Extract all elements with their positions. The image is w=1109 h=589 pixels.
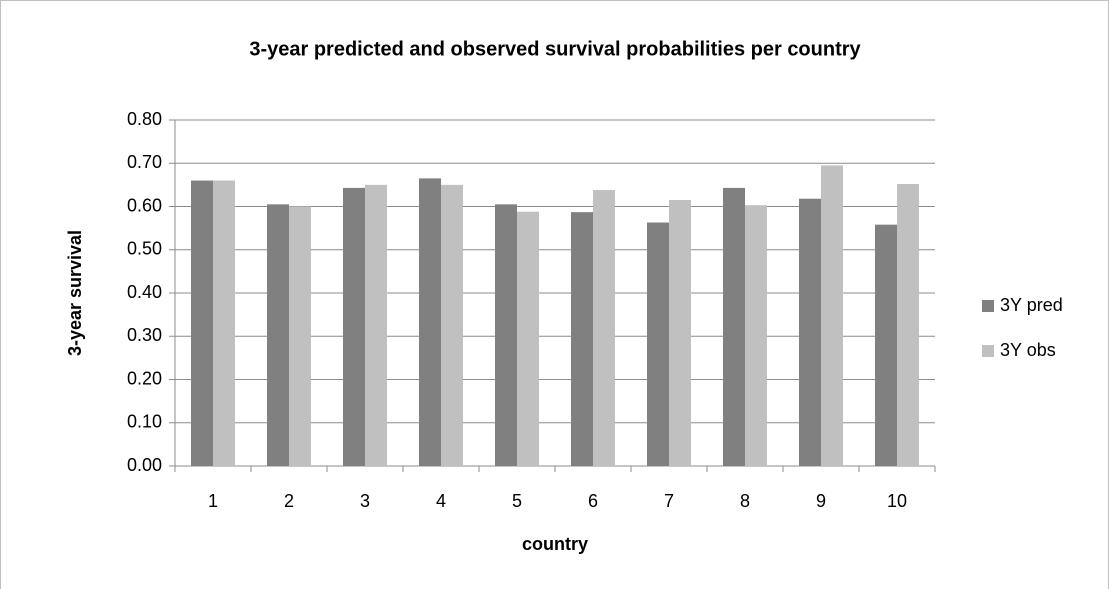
x-tick-label: 10 — [887, 491, 907, 511]
bar — [593, 190, 615, 466]
bar — [875, 224, 897, 466]
x-tick-label: 7 — [664, 491, 674, 511]
bar — [669, 200, 691, 466]
y-tick-label: 0.70 — [127, 152, 162, 172]
y-tick-label: 0.60 — [127, 195, 162, 215]
bar — [745, 205, 767, 466]
bar — [647, 222, 669, 466]
bar — [343, 187, 365, 466]
bar — [571, 212, 593, 466]
y-tick-label: 0.20 — [127, 368, 162, 388]
y-tick-label: 0.50 — [127, 239, 162, 259]
bar — [267, 204, 289, 466]
bar — [495, 204, 517, 466]
y-axis-title: 3-year survival — [65, 230, 85, 356]
y-tick-label: 0.40 — [127, 282, 162, 302]
y-tick-label: 0.80 — [127, 109, 162, 129]
x-tick-label: 4 — [436, 491, 446, 511]
bar — [723, 187, 745, 466]
y-tick-label: 0.30 — [127, 325, 162, 345]
x-tick-label: 8 — [740, 491, 750, 511]
x-tick-label: 6 — [588, 491, 598, 511]
bar — [191, 180, 213, 467]
bar — [365, 184, 387, 466]
x-tick-label: 3 — [360, 491, 370, 511]
y-tick-label: 0.00 — [127, 455, 162, 475]
legend-swatch — [982, 300, 994, 312]
x-tick-label: 9 — [816, 491, 826, 511]
bar — [441, 184, 463, 466]
chart-title: 3-year predicted and observed survival p… — [249, 38, 861, 60]
x-tick-label: 5 — [512, 491, 522, 511]
y-tick-label: 0.10 — [127, 412, 162, 432]
legend-label: 3Y pred — [1000, 295, 1063, 315]
x-tick-label: 1 — [208, 491, 218, 511]
bar — [419, 178, 441, 466]
bar — [289, 206, 311, 466]
bar — [213, 180, 235, 467]
legend-swatch — [982, 345, 994, 357]
x-axis-title: country — [522, 534, 588, 554]
bar — [821, 165, 843, 466]
x-tick-label: 2 — [284, 491, 294, 511]
bar — [897, 184, 919, 466]
legend-label: 3Y obs — [1000, 340, 1056, 360]
bar — [517, 211, 539, 466]
bar — [799, 198, 821, 466]
